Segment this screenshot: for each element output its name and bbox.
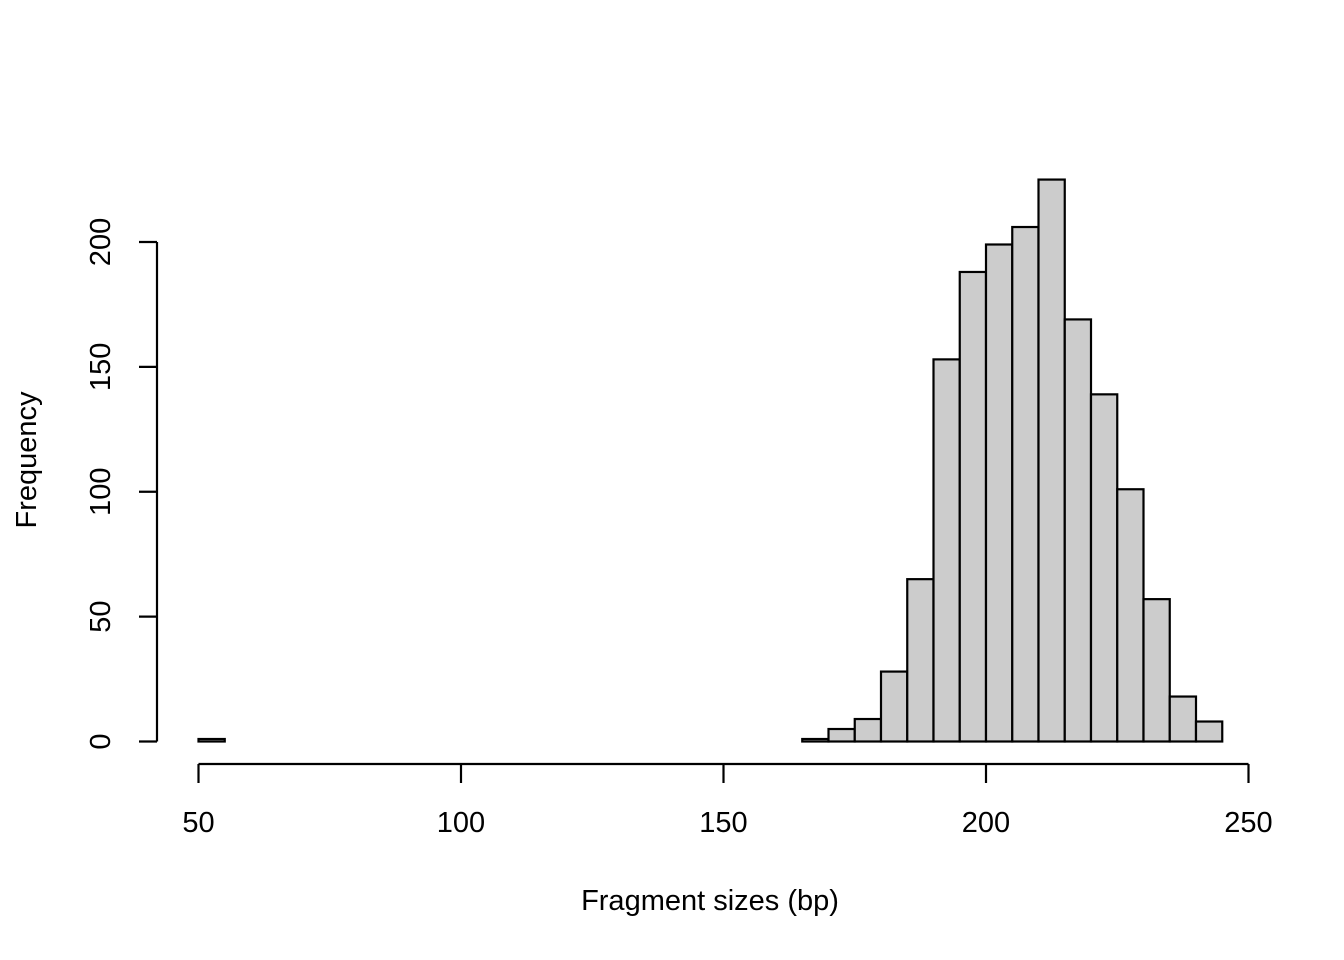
- x-axis: 50 100 150 200 250: [182, 762, 1273, 839]
- x-tick-label: 150: [699, 807, 747, 839]
- x-axis-label: Fragment sizes (bp): [581, 885, 839, 917]
- histogram-bar: [984, 243, 1014, 743]
- y-tick-label: 0: [85, 733, 117, 749]
- y-tick-label: 100: [85, 468, 117, 516]
- histogram-bar: [197, 737, 226, 743]
- histogram-bar: [827, 727, 856, 743]
- histogram-bar: [1116, 488, 1145, 743]
- histogram-bar: [958, 270, 988, 743]
- histogram-bar: [1037, 178, 1066, 743]
- histogram-bar: [1142, 598, 1171, 743]
- histogram-bar: [879, 670, 909, 743]
- histogram-bars: [197, 178, 1224, 743]
- histogram-bar: [1089, 393, 1119, 743]
- x-tick-label: 50: [182, 807, 214, 839]
- y-tick-label: 200: [85, 218, 117, 266]
- y-tick-label: 50: [85, 600, 117, 632]
- y-axis: 0 50 100 150 200: [85, 218, 159, 750]
- histogram-bar: [1168, 695, 1198, 743]
- x-tick-label: 100: [437, 807, 485, 839]
- histogram-bar: [932, 358, 961, 743]
- x-tick-label: 200: [962, 807, 1010, 839]
- y-axis-label: Frequency: [11, 391, 43, 529]
- histogram-bar: [1063, 318, 1093, 743]
- histogram-bar: [906, 578, 935, 743]
- histogram-bar: [801, 737, 830, 743]
- histogram-bar: [853, 717, 883, 743]
- histogram-bar: [1194, 720, 1224, 743]
- y-tick-label: 150: [85, 343, 117, 391]
- histogram-bar: [1011, 225, 1040, 743]
- x-tick-label: 250: [1224, 807, 1272, 839]
